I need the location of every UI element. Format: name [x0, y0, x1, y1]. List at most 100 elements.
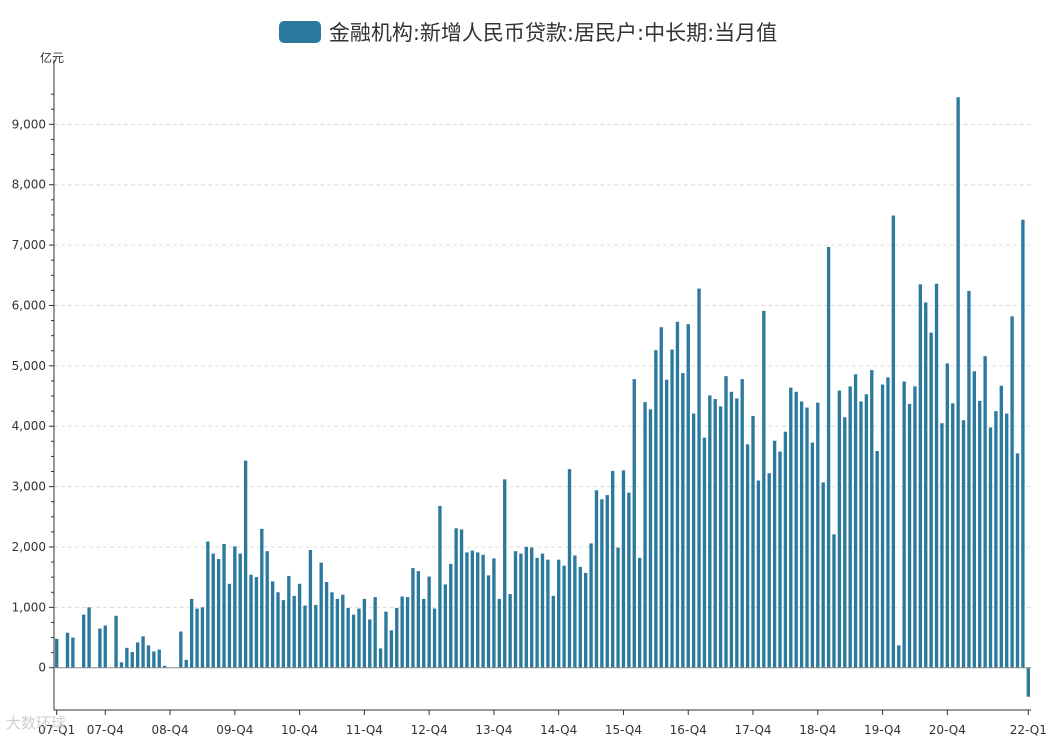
bar	[416, 571, 421, 668]
bar	[152, 651, 156, 668]
bar	[929, 332, 933, 668]
bar	[632, 379, 636, 668]
bar	[789, 387, 793, 668]
bar	[686, 324, 690, 668]
bar	[551, 595, 555, 668]
y-tick-label: 3,000	[12, 480, 46, 494]
bar	[125, 647, 129, 668]
bar	[135, 642, 140, 668]
bar	[206, 541, 210, 668]
bar	[735, 398, 739, 668]
bar	[794, 391, 798, 668]
bar	[897, 645, 901, 668]
bar	[535, 557, 539, 668]
bar	[697, 288, 701, 668]
bar	[216, 559, 221, 668]
bar	[87, 607, 91, 668]
bar	[573, 555, 577, 668]
bar	[826, 246, 831, 668]
bar	[330, 592, 334, 668]
bar	[799, 401, 804, 668]
bar	[859, 401, 863, 668]
bar	[449, 563, 453, 668]
bar	[470, 550, 475, 668]
watermark: 大数环球	[6, 714, 67, 732]
bar	[778, 451, 782, 668]
legend[interactable]: 金融机构:新增人民币贷款:居民户:中长期:当月值	[0, 14, 1056, 50]
x-axis-ticks: 07-Q1 07-Q4 08-Q4 09-Q4 10-Q4 11-Q4 12-Q4 13-Q4…	[38, 710, 1047, 737]
bar	[637, 557, 642, 668]
bar	[821, 482, 825, 668]
bar	[497, 598, 501, 668]
bar	[584, 572, 588, 668]
bar	[956, 97, 960, 668]
bar	[432, 608, 437, 668]
bar	[875, 450, 879, 668]
bar	[886, 377, 890, 668]
x-tick-label: 19-Q4	[864, 723, 901, 737]
x-tick-label: 14-Q4	[540, 723, 577, 737]
bar	[616, 547, 620, 668]
bar	[395, 607, 399, 668]
x-tick-label: 11-Q4	[346, 723, 383, 737]
bar	[281, 600, 286, 668]
bar	[454, 528, 458, 668]
bar	[691, 413, 696, 668]
bar	[918, 284, 923, 668]
bar	[157, 649, 161, 668]
y-tick-label: 7,000	[12, 238, 46, 252]
bar	[589, 543, 593, 668]
bar	[810, 442, 815, 668]
x-tick-label: 07-Q4	[87, 723, 124, 737]
bar	[961, 420, 966, 668]
bar	[940, 423, 944, 668]
bar	[1026, 667, 1030, 697]
bar	[724, 376, 728, 668]
y-tick-label: 9,000	[12, 117, 46, 131]
x-tick-label: 20-Q4	[929, 723, 966, 737]
bar	[621, 470, 626, 668]
bar	[146, 645, 151, 668]
bar	[184, 659, 188, 668]
bar	[837, 390, 842, 668]
bar	[292, 595, 296, 668]
bar	[162, 665, 167, 668]
bar	[994, 411, 998, 668]
bar	[530, 547, 534, 668]
bar	[1015, 453, 1020, 668]
bar	[605, 495, 609, 668]
bar	[179, 631, 183, 668]
bar	[384, 611, 388, 668]
bar	[227, 583, 232, 668]
bar	[508, 594, 512, 668]
bar	[1021, 219, 1025, 668]
bar	[729, 391, 734, 668]
bar	[438, 505, 442, 668]
y-tick-label: 1,000	[12, 600, 46, 614]
bar	[400, 596, 404, 668]
bar	[373, 597, 377, 668]
bar	[82, 614, 86, 668]
bar	[195, 608, 199, 668]
x-tick-label: 17-Q4	[734, 723, 771, 737]
bar	[681, 373, 685, 668]
bar	[951, 403, 955, 668]
bar	[702, 437, 707, 668]
bar	[643, 402, 647, 668]
bar	[519, 553, 523, 668]
bar	[297, 583, 302, 668]
y-tick-label: 8,000	[12, 178, 46, 192]
bar	[751, 415, 755, 668]
bar	[816, 402, 820, 668]
bar	[481, 554, 485, 668]
bar	[341, 594, 345, 668]
bar	[557, 559, 561, 668]
bar	[114, 615, 118, 668]
bar	[864, 394, 869, 668]
bar	[562, 565, 566, 668]
bar	[427, 576, 431, 668]
bar	[486, 575, 491, 668]
y-axis-ticks: 0 1,000 2,000 3,000 4,000 5,000 6,000 7,000 8,00…	[12, 93, 54, 675]
bar	[130, 652, 134, 668]
x-tick-label: 13-Q4	[475, 723, 512, 737]
